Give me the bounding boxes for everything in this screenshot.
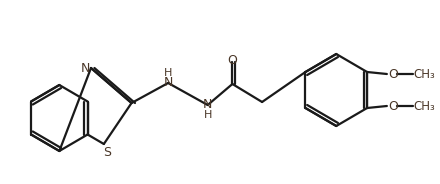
Text: H: H xyxy=(204,110,212,120)
Text: N: N xyxy=(81,63,90,75)
Text: S: S xyxy=(103,146,111,158)
Text: CH₃: CH₃ xyxy=(414,68,435,81)
Text: H: H xyxy=(164,68,172,78)
Text: O: O xyxy=(388,100,398,112)
Text: CH₃: CH₃ xyxy=(414,100,435,112)
Text: O: O xyxy=(227,54,237,66)
Text: O: O xyxy=(388,68,398,81)
Text: N: N xyxy=(203,98,213,112)
Text: N: N xyxy=(163,77,173,89)
